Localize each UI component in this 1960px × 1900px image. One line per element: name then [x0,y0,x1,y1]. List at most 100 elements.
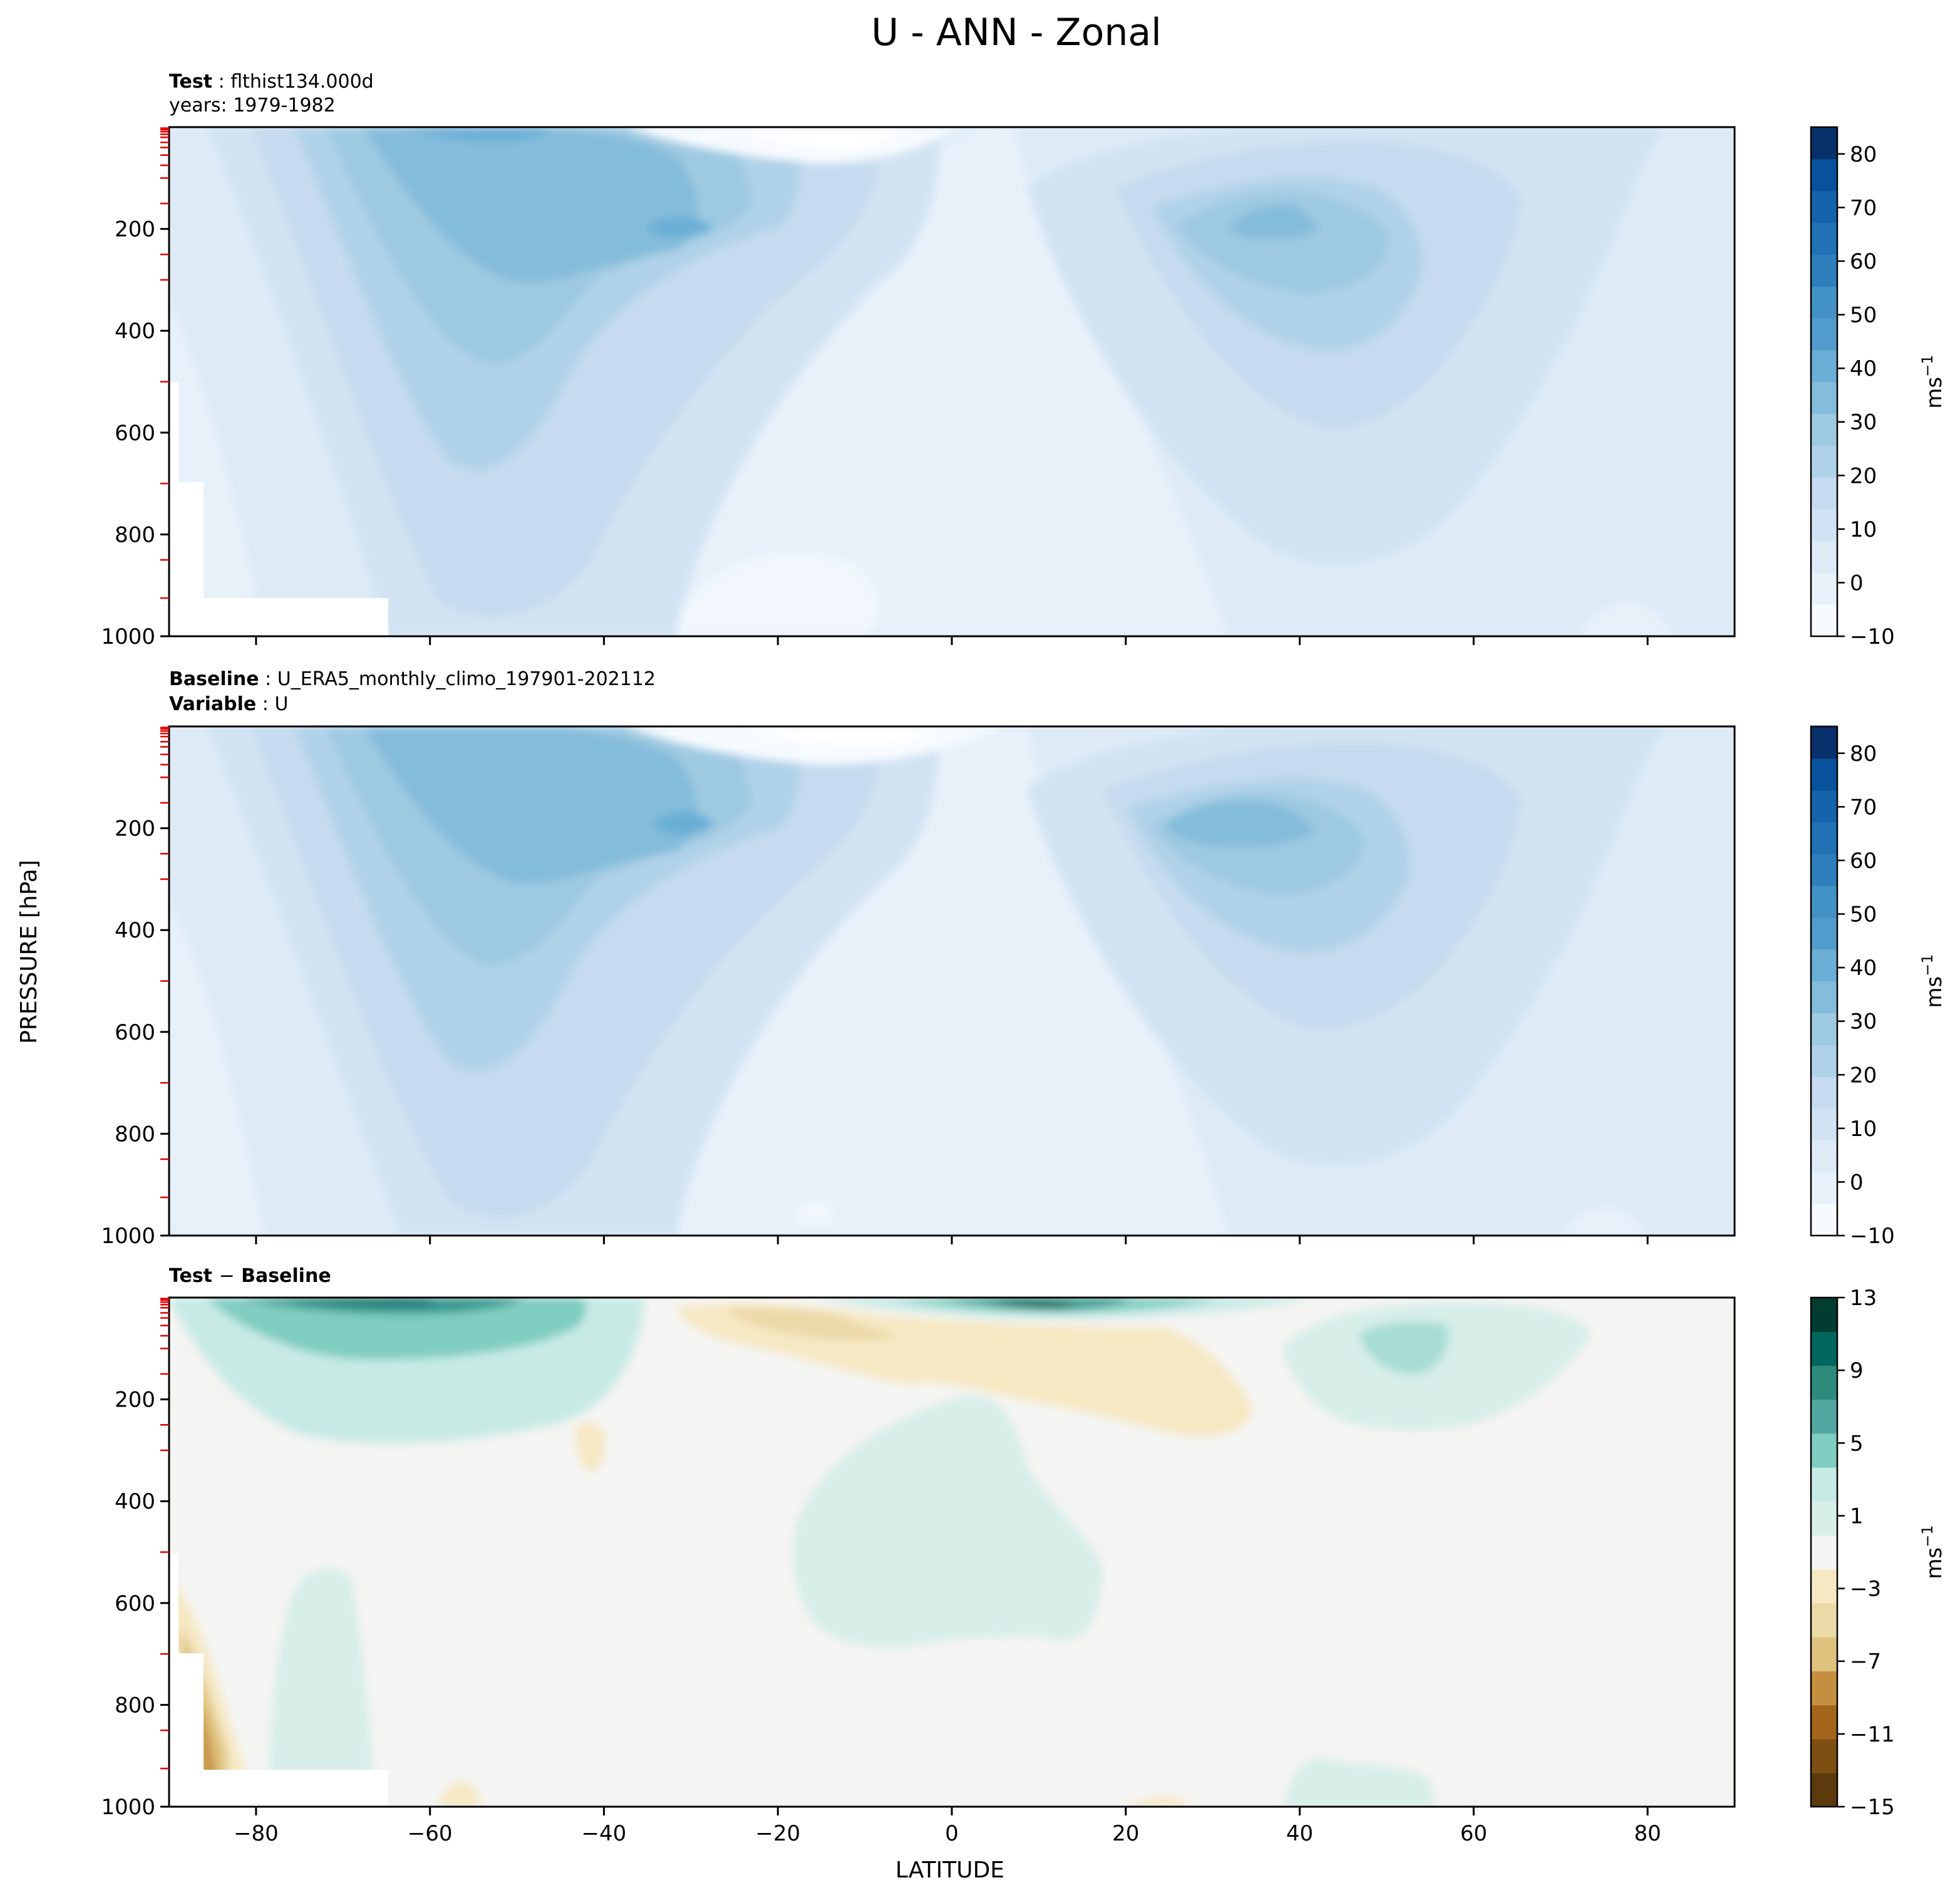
colorbar-segment [1811,885,1837,918]
colorbar-tick-label: 30 [1850,410,1877,435]
colorbar-tick-label: 40 [1850,956,1877,981]
colorbar-segment [1811,726,1837,759]
y-tick-label: 200 [115,817,155,842]
diff-pos-sh-upper-3 [238,1298,526,1314]
y-tick-label: 800 [115,1122,155,1147]
colorbar-segment [1811,349,1837,383]
colorbar-segment [1811,758,1837,791]
colorbar-label-exponent: −1 [1919,354,1936,376]
diff-pos-eq-upper-4 [989,1299,1077,1309]
panel-test: Test : flthist134.000d years: 1979-1982 [101,71,1736,649]
y-tick-label: 200 [115,1388,155,1413]
y-tick-label: 400 [115,1489,155,1514]
y-tick-label: 1000 [101,1224,155,1249]
colorbar-tick-label: −7 [1850,1650,1881,1675]
diff-neg-small [576,1423,605,1472]
panel-difference-field [169,1298,1735,1807]
colorbar-segment [1811,1637,1837,1671]
contour-sp-weak [169,902,263,1236]
colorbar-tick-label: 60 [1850,849,1877,874]
y-tick-label: 800 [115,1693,155,1718]
colorbar-segment [1811,1467,1837,1502]
colorbar-segment [1811,1603,1837,1638]
colorbar-segment [1811,1772,1837,1807]
colorbar-segment [1811,790,1837,823]
colorbar-segment [1811,413,1837,446]
diff-pos-nh-surface [1284,1758,1434,1807]
panel-baseline-xticks [255,1236,1649,1244]
contour-sh-35 [401,127,551,142]
diff-neg-sh-surface-small [438,1782,480,1807]
colorbar-tick-label: 50 [1850,902,1877,927]
panel-test-subtitle: years: 1979-1982 [169,95,336,116]
panel-baseline-field [169,726,1735,1236]
contour-sh-30 [363,127,698,283]
y-tick-label: 1000 [101,1795,155,1820]
panel-baseline-title-key: Baseline [169,668,259,690]
colorbar-tick-label: −15 [1850,1795,1895,1820]
colorbar-tick-label: 10 [1850,1117,1877,1142]
x-tick-label: 60 [1460,1821,1487,1846]
contour-sh-core [645,216,714,238]
colorbar-label: ms−1 [1919,954,1947,1008]
colorbar-segment [1811,1365,1837,1400]
panel-difference-yticks: 200 400 600 800 1000 [101,1298,169,1820]
colorbar-segment [1811,127,1837,160]
y-tick-label: 600 [115,1020,155,1045]
panel-baseline-title: Baseline : U_ERA5_monthly_climo_197901-2… [169,668,656,690]
colorbar-segment [1811,286,1837,319]
y-tick-label: 600 [115,421,155,446]
colorbar-label-unit: ms [1922,1547,1947,1579]
colorbar-segment [1811,509,1837,542]
panel-baseline: Baseline : U_ERA5_monthly_climo_197901-2… [101,668,1736,1249]
panel-test-xticks [255,636,1649,645]
x-tick-label: −80 [234,1821,279,1846]
figure-title: U - ANN - Zonal [871,11,1162,54]
colorbar-label: ms−1 [1919,354,1947,408]
colorbar-label-unit: ms [1922,377,1947,409]
colorbar-segment [1811,1671,1837,1705]
colorbar-tick-label: −10 [1850,624,1895,649]
colorbar-tick-label: 60 [1850,249,1877,274]
x-tick-label: 80 [1634,1821,1661,1846]
y-tick-label: 200 [115,217,155,242]
colorbar-segment [1811,1738,1837,1774]
contour-np-weak [1559,1208,1647,1236]
diff-pos-tropics-mid [793,1395,1102,1648]
colorbar-segment [1811,1298,1837,1332]
colorbar-segment [1811,917,1837,950]
colorbar-segment [1811,949,1837,982]
colorbar-tick-label: −3 [1850,1577,1881,1602]
diff-pos-sh-upper-4 [288,1298,438,1304]
x-tick-label: −60 [408,1821,453,1846]
contour-np-weak [1578,603,1678,636]
colorbar-tick-label: 1 [1850,1504,1864,1529]
panel-baseline-yticks: 200 400 600 800 1000 [101,726,169,1249]
colorbar-segment [1811,822,1837,854]
colorbar-segment [1811,854,1837,886]
y-tick-label: 400 [115,918,155,943]
colorbar-segment [1811,1076,1837,1109]
colorbar-tick-label: 70 [1850,195,1877,220]
panel-difference-xticks: −80 −60 −40 −20 0 20 40 60 80 [234,1807,1661,1846]
topography-mask [169,382,388,636]
colorbar-segment [1811,1013,1837,1045]
contour-tropics-calm [664,554,877,636]
colorbar-label-unit: ms [1922,976,1947,1008]
colorbar-segment [1811,540,1837,573]
colorbar-segment [1811,1433,1837,1468]
colorbar-tick-label: 13 [1850,1286,1877,1311]
colorbar-segment [1811,1399,1837,1434]
colorbar-tick-label: 70 [1850,795,1877,820]
diff-neg-nh-surface-small [1127,1797,1190,1807]
x-tick-label: 40 [1286,1821,1313,1846]
x-tick-label: 20 [1112,1821,1139,1846]
colorbar-segment [1811,1535,1837,1570]
colorbar-tick-label: 5 [1850,1431,1864,1456]
contour-strat-easterly-2 [739,726,939,745]
colorbar-segment [1811,381,1837,414]
panel-baseline-subtitle-value: U [274,693,288,715]
panel-test-title-value: flthist134.000d [230,71,374,93]
y-tick-label: 600 [115,1591,155,1616]
colorbar-segment [1811,1045,1837,1077]
